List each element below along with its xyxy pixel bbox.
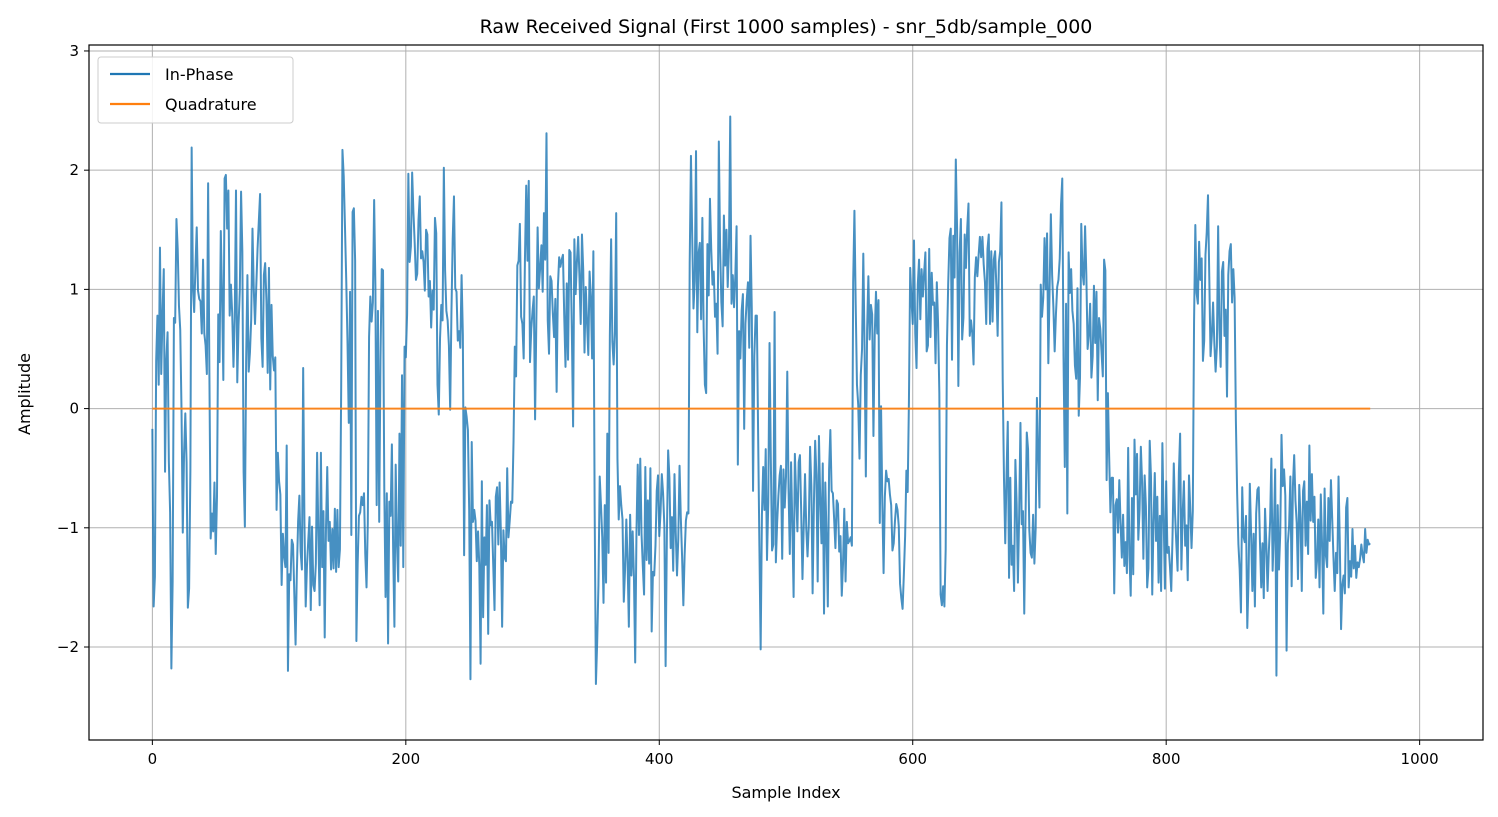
x-tick-label: 0: [148, 750, 158, 768]
chart-title: Raw Received Signal (First 1000 samples)…: [480, 16, 1093, 38]
x-axis-title: Sample Index: [731, 783, 840, 802]
series-line-in-phase: [151, 115, 1371, 685]
x-tick-label: 1000: [1401, 750, 1439, 768]
y-tick-label: 1: [69, 280, 79, 298]
y-tick-label: 2: [69, 161, 79, 179]
series-layer: [151, 115, 1371, 685]
x-tick-label: 800: [1152, 750, 1181, 768]
legend-label-quadrature: Quadrature: [165, 95, 257, 114]
ticks: 0 200 400 600 800 1000 −2 −1 0 1 2 3: [57, 42, 1439, 768]
y-tick-label: 3: [69, 42, 79, 60]
y-tick-label: 0: [69, 400, 79, 418]
plot-frame: [88, 44, 1484, 741]
x-tick-label: 200: [391, 750, 420, 768]
y-axis-title: Amplitude: [15, 353, 34, 435]
y-tick-label: −1: [57, 519, 79, 537]
legend-label-in-phase: In-Phase: [165, 65, 233, 84]
legend: In-Phase Quadrature: [97, 56, 294, 124]
x-tick-label: 600: [898, 750, 927, 768]
y-tick-label: −2: [57, 638, 79, 656]
x-tick-label: 400: [645, 750, 674, 768]
